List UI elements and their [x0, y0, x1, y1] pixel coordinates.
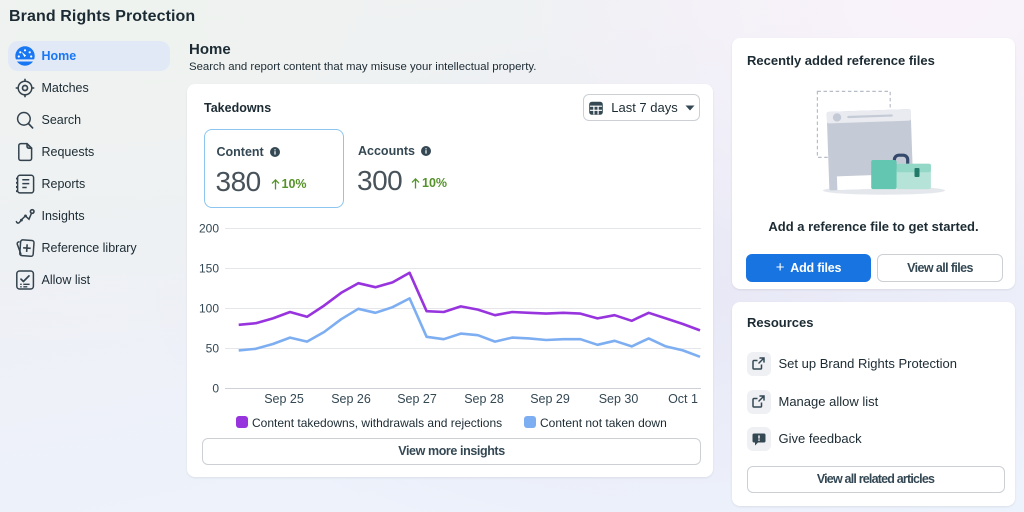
svg-text:150: 150 [199, 262, 219, 276]
svg-text:Sep 30: Sep 30 [599, 392, 639, 406]
svg-text:Sep 28: Sep 28 [464, 392, 504, 406]
svg-text:Sep 25: Sep 25 [264, 392, 304, 406]
svg-text:Sep 27: Sep 27 [397, 392, 437, 406]
svg-text:50: 50 [206, 342, 220, 356]
svg-text:200: 200 [199, 222, 219, 236]
svg-text:100: 100 [199, 302, 219, 316]
svg-text:0: 0 [212, 382, 219, 396]
svg-text:Sep 26: Sep 26 [331, 392, 371, 406]
svg-text:Sep 29: Sep 29 [530, 392, 570, 406]
svg-text:Oct 1: Oct 1 [668, 392, 698, 406]
